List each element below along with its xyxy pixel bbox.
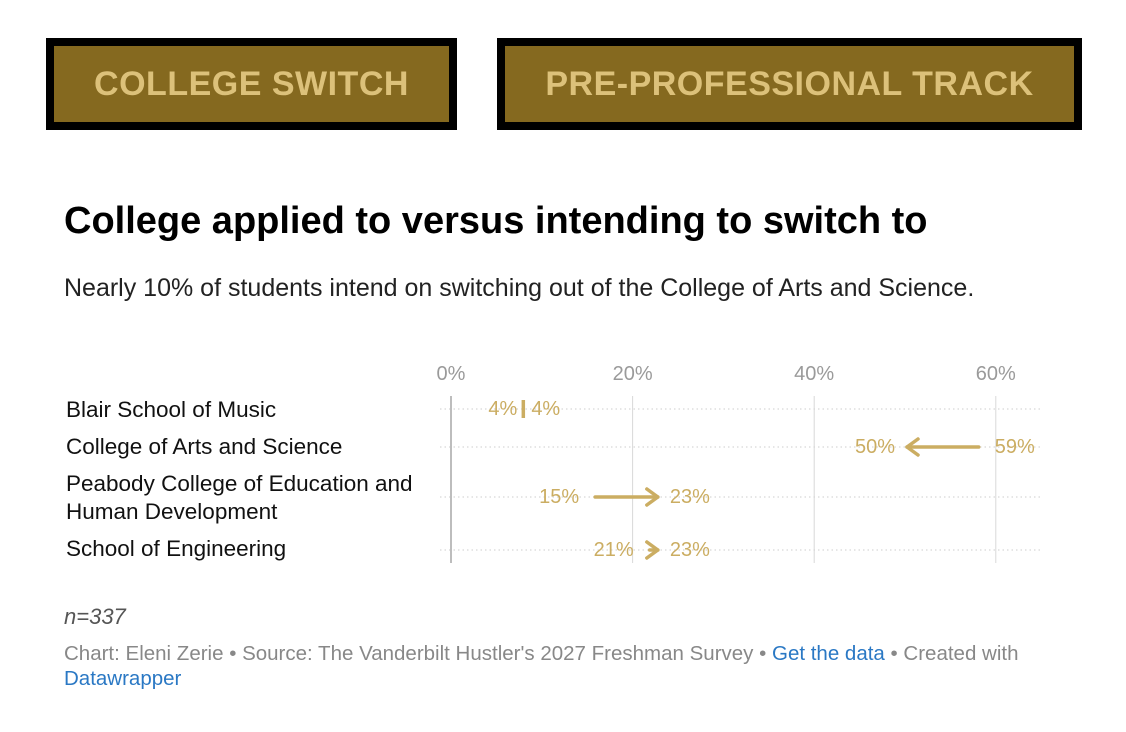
chart-title: College applied to versus intending to s… [64, 200, 928, 242]
x-tick-label: 40% [794, 363, 834, 385]
chart-footer: Chart: Eleni Zerie • Source: The Vanderb… [64, 641, 1054, 691]
chart-subtitle: Nearly 10% of students intend on switchi… [64, 274, 975, 302]
footer-credit: Chart: Eleni Zerie • Source: The Vanderb… [64, 642, 767, 665]
to-value-label: 4% [531, 398, 560, 420]
change-arrow-head [645, 487, 660, 507]
tab-pre-professional-track-label: PRE-PROFESSIONAL TRACK [545, 64, 1034, 103]
change-arrow-head [645, 540, 660, 560]
arrow-chart: 0% 20% 40% 60% 4% 4% 59% 50% 15% 23% 21% 23% [437, 363, 1043, 563]
from-value-label: 15% [539, 486, 579, 508]
x-tick-label: 60% [976, 363, 1016, 385]
row-label-arts-science: College of Arts and Science [66, 434, 343, 459]
from-value-label: 4% [488, 398, 517, 420]
change-arrow-head [905, 437, 920, 457]
datawrapper-link[interactable]: Datawrapper [64, 667, 182, 690]
row-label-peabody: Peabody College of Education and Human D… [66, 471, 413, 524]
x-tick-label: 20% [613, 363, 653, 385]
x-tick-label: 0% [437, 363, 466, 385]
from-value-label: 21% [594, 539, 634, 561]
to-value-label: 50% [855, 436, 895, 458]
sample-size-note: n=337 [64, 604, 126, 629]
tab-college-switch-label: COLLEGE SWITCH [94, 64, 409, 103]
tab-pre-professional-track[interactable]: PRE-PROFESSIONAL TRACK [497, 38, 1082, 130]
from-value-label: 59% [995, 436, 1035, 458]
to-value-label: 23% [670, 539, 710, 561]
row-label-engineering: School of Engineering [66, 536, 287, 561]
footer-created-with: • Created with [890, 642, 1019, 665]
row-label-blair: Blair School of Music [66, 397, 277, 422]
get-the-data-link[interactable]: Get the data [772, 642, 885, 665]
tab-college-switch[interactable]: COLLEGE SWITCH [46, 38, 457, 130]
to-value-label: 23% [670, 486, 710, 508]
